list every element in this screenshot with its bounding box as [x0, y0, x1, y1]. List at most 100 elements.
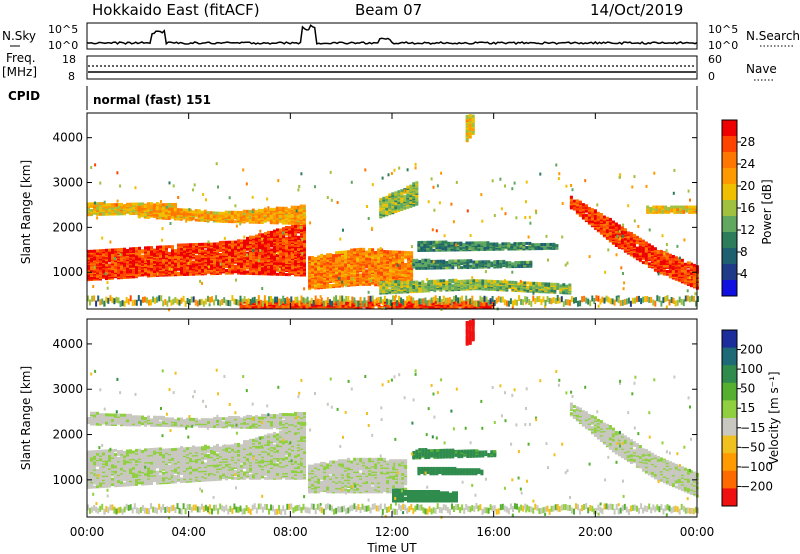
power-cell — [168, 251, 171, 255]
power-cell — [111, 255, 114, 259]
power-cell — [478, 279, 482, 283]
power-cell — [237, 266, 240, 270]
power-cell — [254, 216, 258, 220]
power-cell — [590, 212, 594, 216]
power-cell — [464, 306, 468, 309]
power-cell — [426, 240, 430, 244]
power-cell — [526, 285, 530, 289]
power-cell — [138, 202, 141, 206]
power-cell — [279, 228, 282, 232]
power-cell — [264, 272, 267, 276]
power-cell — [568, 283, 572, 287]
power-cell — [432, 240, 436, 244]
power-cell — [632, 233, 636, 237]
power-cell — [261, 269, 264, 273]
power-cell — [541, 282, 545, 286]
power-cell — [99, 262, 102, 266]
power-cell — [462, 242, 466, 246]
power-cell — [126, 248, 129, 252]
power-cell — [294, 230, 297, 234]
power-cell — [436, 279, 440, 283]
power-cell — [90, 257, 93, 261]
power-cell — [123, 259, 126, 263]
power-cell — [111, 251, 114, 255]
power-cell — [111, 274, 114, 277]
power-cell — [99, 202, 102, 206]
power-cell — [219, 240, 222, 244]
power-cell — [638, 237, 642, 241]
power-cell — [531, 243, 535, 247]
power-cell — [311, 256, 315, 259]
power-cell — [218, 211, 222, 215]
power-cell — [162, 264, 165, 268]
power-cell — [662, 253, 666, 257]
power-cell — [224, 210, 228, 214]
power-cell — [359, 247, 363, 251]
power-cell — [371, 248, 375, 252]
power-cell — [225, 269, 228, 272]
power-cell — [572, 202, 576, 206]
power-cell — [412, 258, 416, 262]
power-cell — [285, 226, 288, 229]
power-cell — [267, 240, 270, 244]
power-cell — [231, 259, 234, 263]
power-cell — [335, 260, 339, 264]
power-cell — [240, 247, 243, 251]
power-cell — [430, 285, 434, 289]
power-cell — [141, 249, 144, 253]
power-cell — [281, 220, 285, 224]
power-cell — [472, 263, 476, 267]
power-cell — [374, 251, 378, 254]
power-cell — [514, 281, 518, 284]
power-cell — [439, 259, 443, 263]
power-cell — [183, 264, 186, 268]
power-cell — [483, 241, 487, 245]
power-cell — [508, 265, 512, 269]
power-cell — [275, 206, 279, 210]
power-cell — [397, 280, 401, 283]
power-cell — [159, 245, 162, 249]
power-cell — [389, 304, 393, 308]
power-cell — [344, 253, 348, 257]
power-cell — [454, 278, 458, 282]
power-cell — [356, 258, 360, 262]
power-cell — [270, 248, 273, 252]
power-cell — [174, 202, 177, 206]
noise-panel-frame — [86, 22, 698, 50]
power-cell — [481, 279, 485, 283]
power-cell — [427, 280, 431, 283]
power-cell — [293, 205, 297, 209]
power-cell — [475, 279, 479, 283]
power-cell — [433, 259, 437, 263]
power-cell — [686, 261, 690, 265]
power-heatmap — [87, 114, 699, 312]
power-cell — [164, 207, 168, 211]
power-cell — [180, 270, 183, 274]
power-cell — [237, 246, 240, 249]
power-cell — [102, 259, 105, 263]
power-cell — [171, 253, 174, 257]
power-cell — [219, 269, 222, 273]
power-cell — [401, 271, 405, 274]
power-cell — [159, 259, 162, 262]
power-cell — [266, 209, 270, 212]
power-cell — [249, 266, 252, 270]
power-cell — [258, 244, 261, 247]
power-cell — [435, 244, 439, 248]
power-cell — [296, 205, 300, 209]
power-cell — [374, 264, 378, 268]
power-cell — [93, 249, 96, 253]
power-cell — [162, 203, 165, 207]
power-cell — [132, 202, 135, 206]
power-cell — [93, 253, 96, 257]
power-cell — [90, 209, 93, 212]
power-cell — [140, 204, 144, 208]
power-cell — [605, 216, 609, 220]
power-cell — [338, 256, 342, 260]
power-cell — [382, 280, 386, 284]
power-cell — [96, 268, 99, 272]
power-cell — [599, 215, 603, 219]
power-cell — [656, 250, 660, 253]
power-cell — [466, 259, 470, 263]
power-cell — [146, 215, 150, 219]
